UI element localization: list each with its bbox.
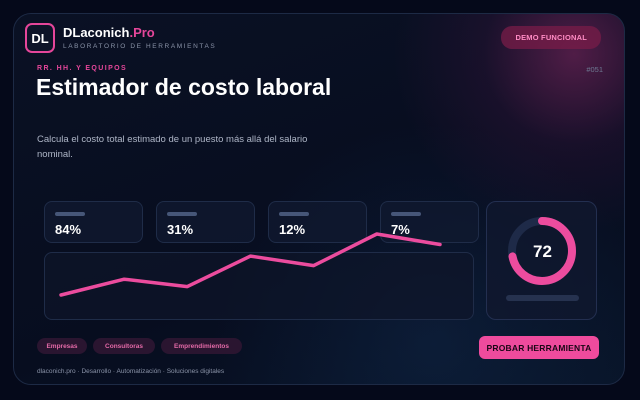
stat-bar xyxy=(279,212,309,216)
brand-name: DLaconich.Pro xyxy=(63,25,216,40)
tool-category: RR. HH. Y EQUIPOS xyxy=(37,65,128,72)
try-tool-button[interactable]: PROBAR HERRAMIENTA xyxy=(479,336,599,359)
page-title: Estimador de costo laboral xyxy=(36,74,332,100)
tag-emprendimientos[interactable]: Emprendimientos xyxy=(161,338,242,354)
demo-badge[interactable]: DEMO FUNCIONAL xyxy=(501,26,601,49)
stat-value: 12% xyxy=(279,222,306,237)
tag-empresas[interactable]: Empresas xyxy=(37,338,87,354)
gauge-chart xyxy=(508,217,576,285)
sparkline-panel xyxy=(44,252,474,320)
gauge-bar xyxy=(506,295,579,301)
sparkline-series xyxy=(59,232,442,297)
brand-name-suffix: .Pro xyxy=(129,25,155,40)
footer-text: dlaconich.pro · Desarrollo · Automatizac… xyxy=(37,368,225,375)
tag-consultoras[interactable]: Consultoras xyxy=(93,338,155,354)
tool-code: #051 xyxy=(586,65,603,74)
brand-name-main: DLaconich xyxy=(63,25,130,40)
tool-card: DL DLaconich.Pro LABORATORIO DE HERRAMIE… xyxy=(13,13,625,385)
brand-subtitle: LABORATORIO DE HERRAMIENTAS xyxy=(63,43,217,50)
stat-card: 84% xyxy=(44,201,143,243)
stat-card: 31% xyxy=(156,201,255,243)
stat-card: 12% xyxy=(268,201,367,243)
brand-logo: DL xyxy=(25,23,55,53)
brand-block: DLaconich.Pro LABORATORIO DE HERRAMIENTA… xyxy=(63,25,216,50)
stat-bar xyxy=(167,212,197,216)
stat-value: 31% xyxy=(167,222,194,237)
sparkline-chart xyxy=(59,232,442,297)
stat-bar xyxy=(55,212,85,216)
gauge-arc xyxy=(508,217,576,285)
stat-bar xyxy=(391,212,421,216)
gauge-panel: 72 xyxy=(486,201,597,320)
stat-value: 84% xyxy=(55,222,82,237)
gauge-value: 72 xyxy=(533,242,552,261)
tool-description: Calcula el costo total estimado de un pu… xyxy=(37,134,308,160)
stat-value: 7% xyxy=(391,222,410,237)
